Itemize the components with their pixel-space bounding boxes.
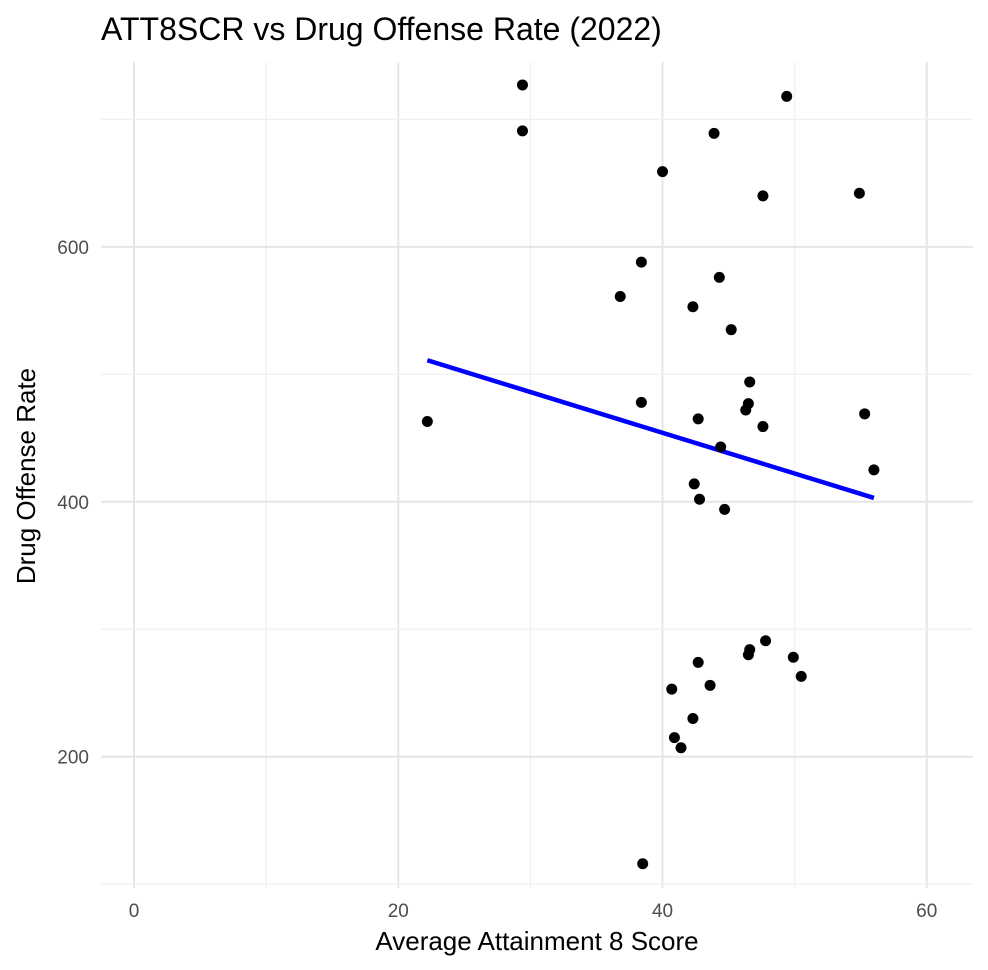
data-point	[688, 478, 700, 490]
data-point	[668, 732, 680, 744]
x-tick-labels: 0 20 40 60	[129, 901, 938, 922]
y-tick-labels: 200 400 600	[57, 238, 89, 769]
grid	[101, 62, 973, 888]
data-point	[692, 656, 704, 668]
x-tick-label: 20	[388, 901, 409, 922]
data-point	[637, 858, 649, 870]
y-tick-label: 400	[57, 493, 89, 514]
y-tick-label: 200	[57, 748, 89, 769]
data-point	[516, 79, 528, 91]
data-point	[715, 441, 727, 453]
y-axis-title: Drug Offense Rate	[11, 368, 41, 584]
data-point	[757, 421, 769, 433]
x-axis-title: Average Attainment 8 Score	[375, 926, 698, 956]
x-tick-label: 40	[652, 901, 673, 922]
data-point	[694, 493, 706, 505]
data-point	[859, 408, 871, 420]
data-point	[713, 271, 725, 283]
data-point	[692, 413, 704, 425]
data-point	[744, 376, 756, 388]
data-point	[868, 464, 880, 476]
data-point	[516, 125, 528, 137]
data-points	[421, 79, 880, 870]
data-point	[760, 635, 772, 647]
data-point	[719, 503, 731, 515]
regression-line-group	[426, 358, 875, 501]
chart-title: ATT8SCR vs Drug Offense Rate (2022)	[101, 11, 662, 47]
data-point	[675, 742, 687, 754]
data-point	[421, 415, 433, 427]
data-point	[787, 651, 799, 663]
data-point	[687, 301, 699, 313]
data-point	[757, 190, 769, 202]
data-point	[708, 127, 720, 139]
data-point	[781, 90, 793, 102]
data-point	[795, 670, 807, 682]
data-point	[725, 324, 737, 336]
data-point	[687, 712, 699, 724]
x-tick-label: 60	[916, 901, 937, 922]
data-point	[666, 683, 678, 695]
data-point	[742, 649, 754, 661]
data-point	[635, 396, 647, 408]
data-point	[853, 187, 865, 199]
data-point	[704, 679, 716, 691]
y-tick-label: 600	[57, 238, 89, 259]
data-point	[657, 166, 669, 178]
x-tick-label: 0	[129, 901, 140, 922]
regression-line	[426, 358, 875, 501]
data-point	[740, 404, 752, 416]
data-point	[635, 256, 647, 268]
data-point	[614, 291, 626, 303]
